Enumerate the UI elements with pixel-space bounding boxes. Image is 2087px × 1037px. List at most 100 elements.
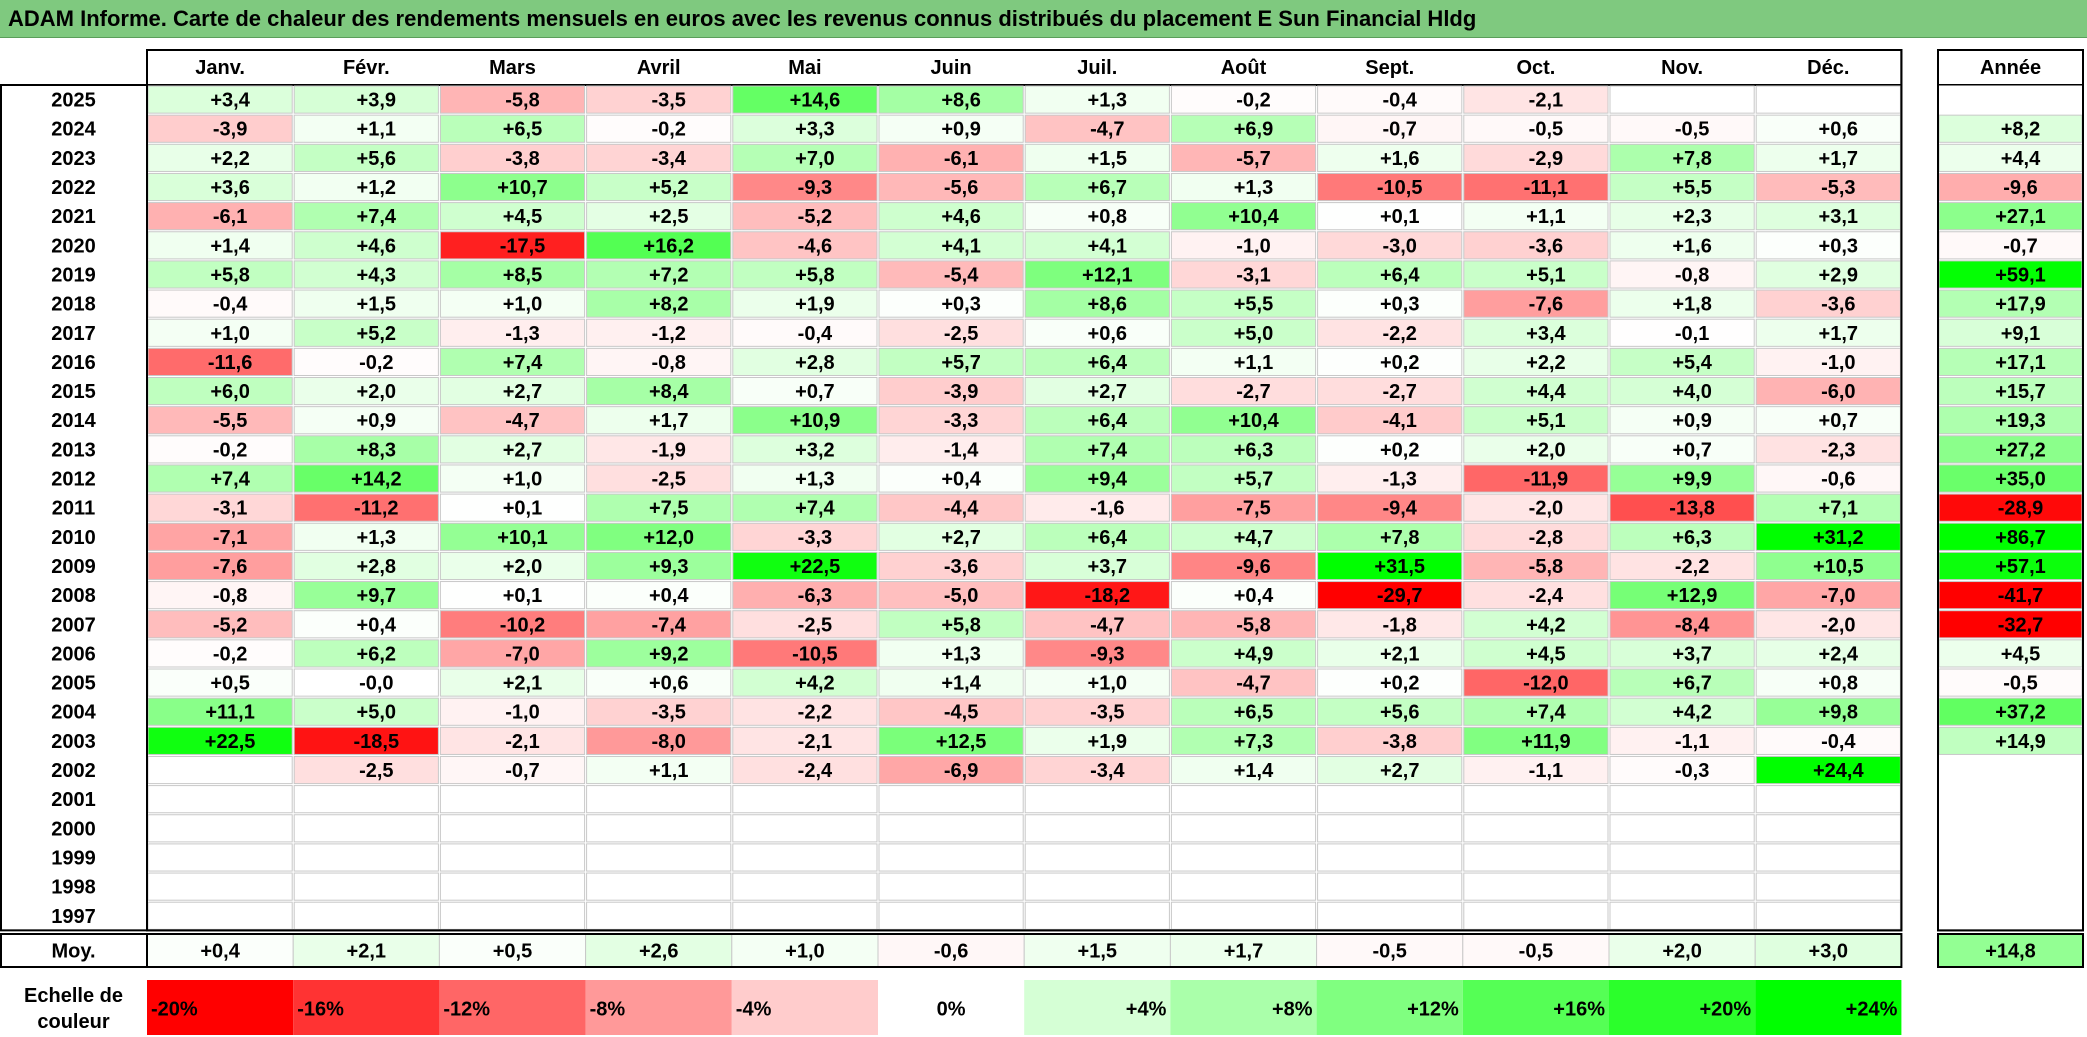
annual-cell [1938, 639, 2083, 668]
heat-cell-value: -4,6 [798, 235, 832, 257]
heat-cell [1609, 493, 1755, 522]
heat-cell [1609, 610, 1755, 639]
heat-cell [293, 406, 439, 435]
heat-cell-value: +5,8 [210, 264, 249, 286]
heat-cell-value: -7,1 [213, 527, 247, 549]
heat-cell-value: +0,7 [1819, 410, 1858, 432]
heat-cell [586, 406, 732, 435]
heat-cell [1317, 172, 1463, 202]
average-label: Moy. [51, 941, 95, 963]
scale-swatch-label: -8% [590, 999, 626, 1021]
heat-cell-value: +12,0 [643, 527, 694, 549]
heat-cell [293, 814, 439, 843]
heat-cell-value: +5,2 [357, 323, 396, 345]
heat-cell [1024, 551, 1170, 581]
year-label: 2022 [51, 177, 96, 199]
month-header: Févr. [343, 57, 390, 79]
scale-swatch-label: -20% [151, 999, 198, 1021]
heat-cell-value: +5,7 [941, 352, 980, 374]
heat-cell [1317, 464, 1463, 493]
annual-cell-value: +4,5 [2001, 643, 2040, 665]
heat-cell-value: +9,2 [649, 643, 688, 665]
heat-cell-value: +0,9 [941, 119, 980, 141]
heat-cell-value: -6,1 [944, 148, 978, 170]
heat-cell-value: +0,3 [1819, 235, 1858, 257]
heat-cell-value: -2,1 [505, 731, 539, 753]
heat-cell-value: +2,8 [357, 556, 396, 578]
heat-cell [293, 318, 439, 347]
heat-cell-value: -11,1 [1524, 177, 1568, 199]
heat-cell-value: -0,8 [213, 585, 247, 607]
heat-cell-value: -5,4 [944, 264, 979, 286]
heat-cell-value: -0,4 [213, 294, 248, 316]
heat-cell [1463, 260, 1609, 289]
year-label: 2006 [51, 643, 96, 665]
heat-cell [878, 202, 1024, 231]
heat-cell-value: +5,1 [1526, 410, 1565, 432]
heat-cell-value: -2,5 [944, 323, 978, 345]
heat-cell [1463, 785, 1609, 814]
heat-cell [1609, 697, 1755, 726]
heat-cell [586, 172, 732, 202]
heat-cell [293, 522, 439, 551]
heat-cell-value: +0,6 [1819, 119, 1858, 141]
scale-swatch-label: +20% [1699, 999, 1751, 1021]
heat-cell [1755, 377, 1901, 406]
annual-cell-value: +86,7 [1995, 527, 2046, 549]
heat-cell-value: +1,1 [1526, 206, 1565, 228]
heat-cell [586, 755, 732, 785]
heat-cell [293, 901, 439, 930]
scale-swatch [1755, 980, 1902, 1035]
annual-cell [1938, 814, 2083, 843]
heat-cell-value: -3,3 [798, 527, 832, 549]
heat-cell [293, 872, 439, 901]
heat-cell-value: +7,2 [649, 264, 688, 286]
heat-cell [1024, 464, 1170, 493]
heat-cell [732, 872, 878, 901]
heat-cell [147, 172, 293, 202]
heat-cell-value: +7,4 [1088, 439, 1128, 461]
heat-cell-value: -2,9 [1529, 148, 1563, 170]
heat-cell-value: -3,5 [651, 90, 685, 112]
heat-cell-value: +3,6 [210, 177, 249, 199]
heat-cell-value: -2,4 [798, 760, 833, 782]
heat-cell-value: -1,9 [651, 439, 685, 461]
heat-cell-value: +1,7 [1819, 323, 1858, 345]
heat-cell-value: +4,3 [357, 264, 396, 286]
heat-cell [878, 901, 1024, 930]
heat-cell-value: +1,3 [795, 469, 834, 491]
heat-cell-value: -10,2 [500, 614, 546, 636]
annual-cell [1938, 901, 2083, 930]
heat-cell [439, 639, 586, 668]
heat-cell [1170, 143, 1317, 172]
heat-cell-value: -8,4 [1675, 614, 1710, 636]
heat-cell-value: +14,2 [351, 469, 402, 491]
heat-cell-value: +6,7 [1088, 177, 1127, 199]
scale-swatch [878, 980, 1025, 1035]
heat-cell-value: +22,5 [205, 731, 256, 753]
heat-cell-value: +5,6 [1380, 702, 1419, 724]
heat-cell [1024, 493, 1170, 522]
heat-cell [1317, 901, 1463, 930]
heat-cell-value: +11,9 [1521, 731, 1571, 753]
heat-cell-value: +16,2 [643, 235, 694, 257]
heat-cell-value: +1,0 [503, 469, 542, 491]
heat-cell-value: +6,4 [1088, 352, 1128, 374]
heat-cell [147, 347, 293, 377]
heat-cell-value: +4,2 [1526, 614, 1565, 636]
heat-cell-value: -2,1 [1529, 90, 1563, 112]
heat-cell-value: +7,1 [1819, 498, 1858, 520]
heat-cell [732, 814, 878, 843]
heat-cell [1024, 901, 1170, 930]
heat-cell-value: +3,4 [1526, 323, 1566, 345]
month-header: Avril [637, 57, 681, 79]
heat-cell-value: +5,1 [1526, 264, 1565, 286]
heat-cell [1170, 755, 1317, 785]
scale-swatch [1609, 980, 1756, 1035]
heat-cell-value: +3,2 [795, 439, 834, 461]
heat-cell-value: +4,1 [941, 235, 980, 257]
heat-cell [1317, 114, 1463, 143]
heat-cell-value: -0,6 [1821, 469, 1855, 491]
heat-cell [293, 464, 439, 493]
heat-cell [1024, 581, 1170, 610]
